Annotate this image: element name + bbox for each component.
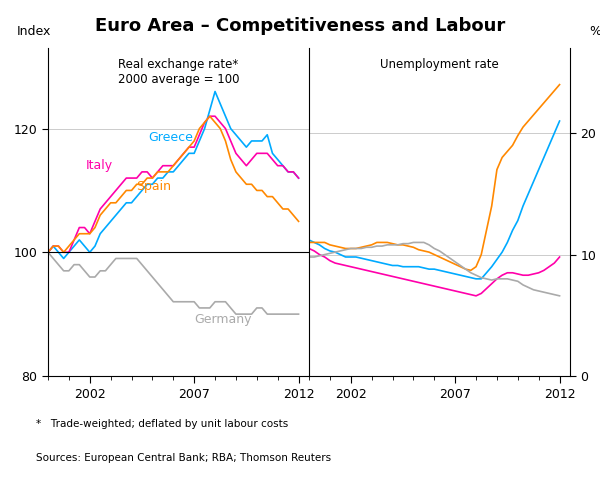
Text: Real exchange rate*
2000 average = 100: Real exchange rate* 2000 average = 100	[118, 58, 239, 86]
Text: Unemployment rate: Unemployment rate	[380, 58, 499, 71]
Text: %: %	[589, 26, 600, 39]
Text: *   Trade-weighted; deflated by unit labour costs: * Trade-weighted; deflated by unit labou…	[36, 419, 288, 429]
Text: Euro Area – Competitiveness and Labour: Euro Area – Competitiveness and Labour	[95, 17, 505, 35]
Text: Italy: Italy	[86, 159, 113, 172]
Text: Index: Index	[17, 26, 51, 39]
Text: Spain: Spain	[136, 180, 170, 193]
Text: Sources: European Central Bank; RBA; Thomson Reuters: Sources: European Central Bank; RBA; Tho…	[36, 453, 331, 463]
Text: Germany: Germany	[194, 313, 251, 326]
Text: Greece: Greece	[148, 131, 193, 144]
